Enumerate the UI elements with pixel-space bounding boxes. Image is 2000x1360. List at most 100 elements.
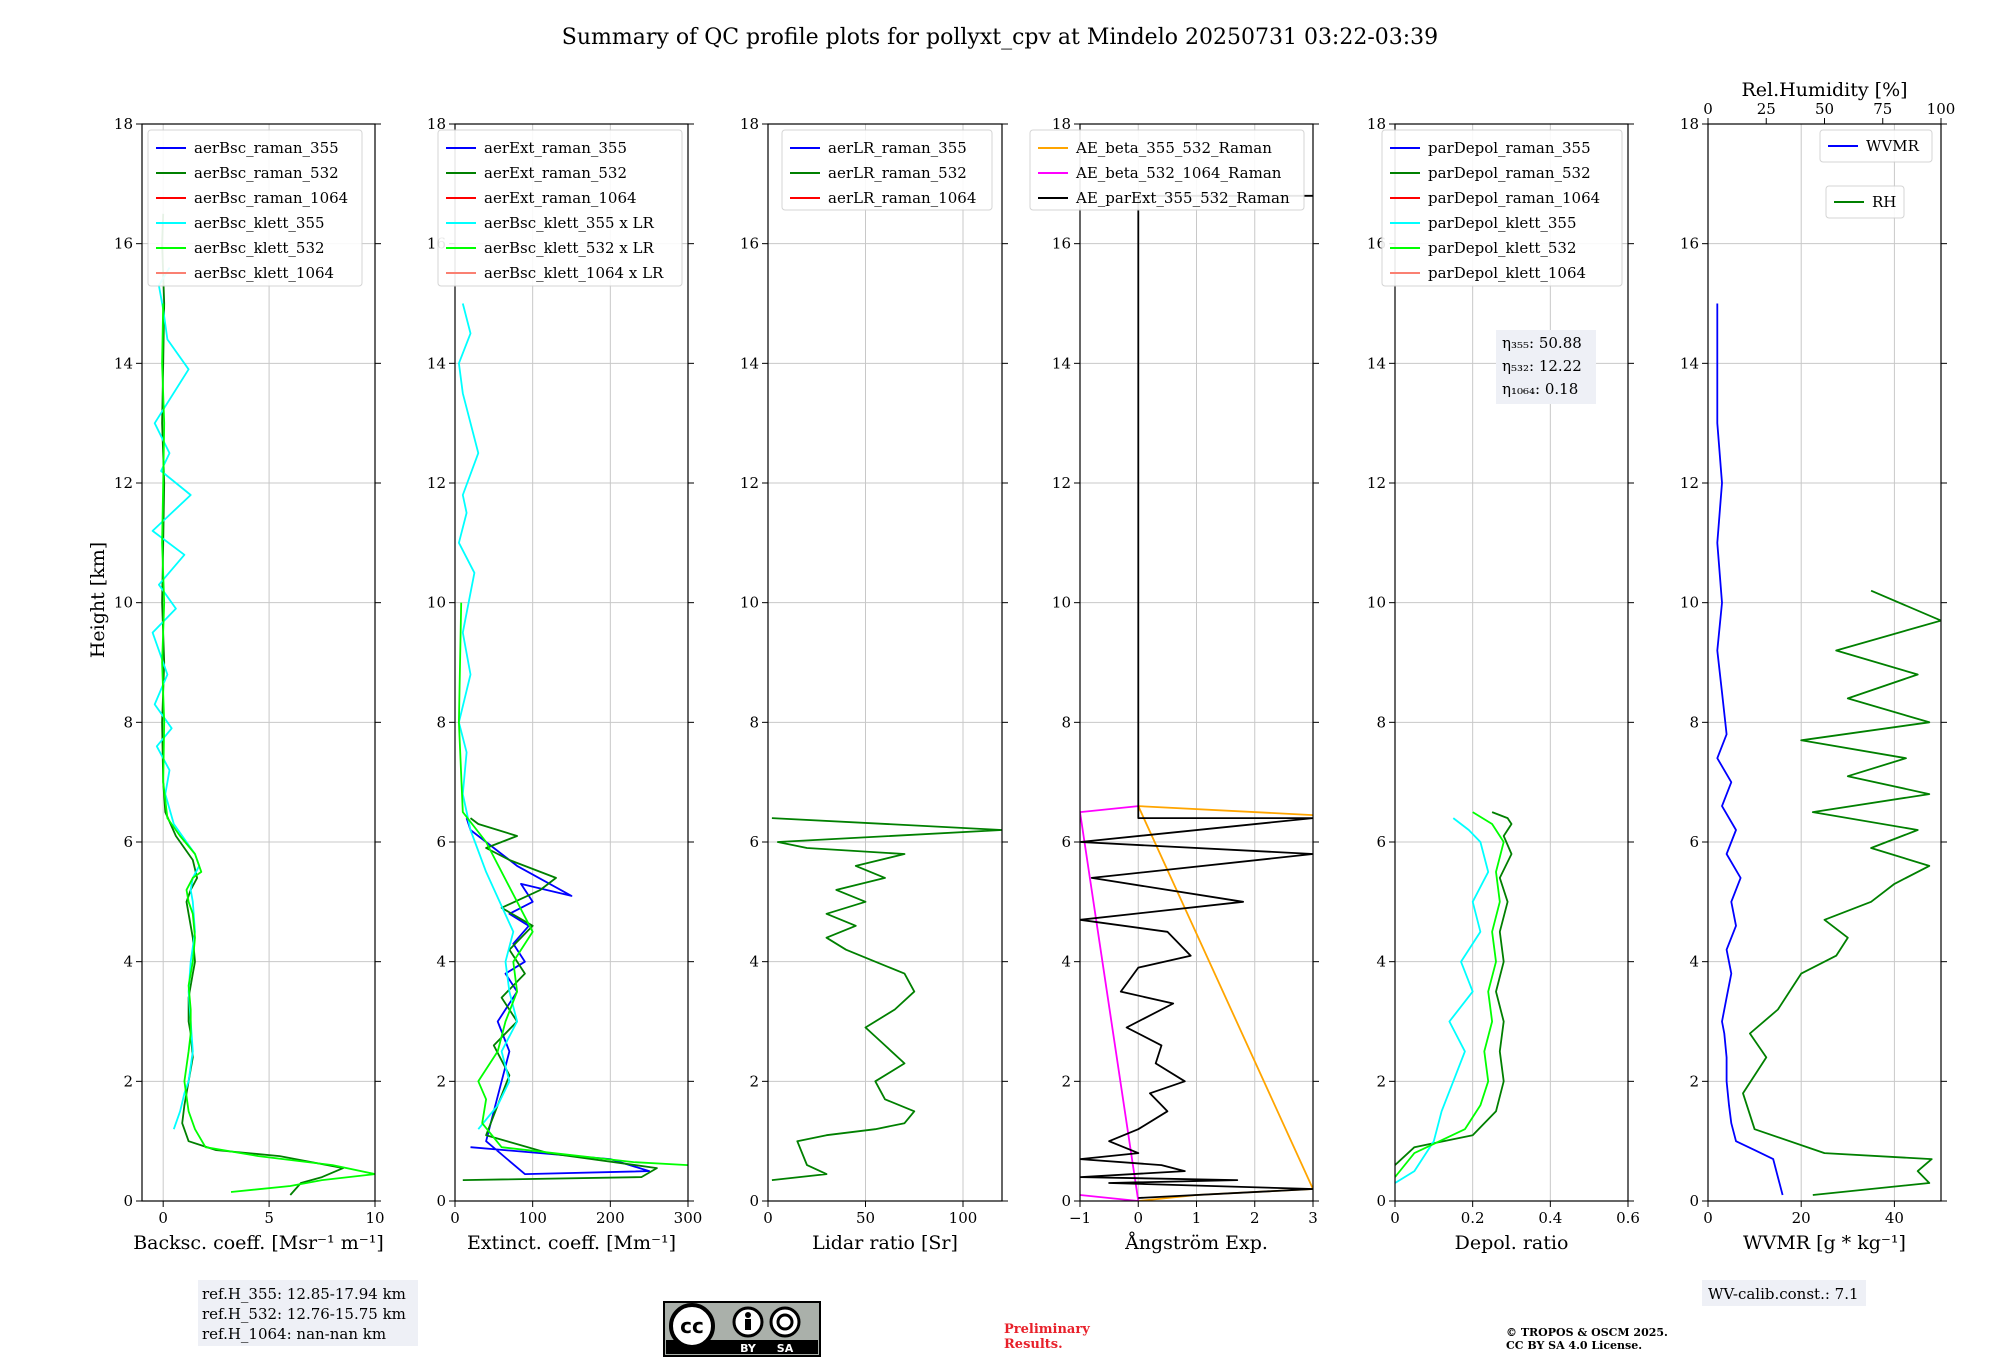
legend-entry: AE_beta_532_1064_Raman (1075, 164, 1282, 182)
x-axis-label: Backsc. coeff. [Msr⁻¹ m⁻¹] (133, 1232, 384, 1254)
y-tick-label: 14 (1680, 354, 1699, 372)
preliminary-line-1: Preliminary (1004, 1322, 1090, 1337)
y-tick-label: 0 (436, 1192, 446, 1210)
wv-calib-bg (1702, 1280, 1866, 1306)
x-tick-label: −1 (1069, 1209, 1091, 1227)
series-line-parDepol_klett_355 (1395, 817, 1490, 1184)
x2-tick-label: 25 (1757, 100, 1776, 118)
legend-entry: AE_beta_355_532_Raman (1075, 139, 1272, 157)
series-line-aerLR_raman_532 (771, 817, 1002, 1181)
y-tick-label: 6 (1376, 833, 1386, 851)
y-tick-label: 0 (123, 1192, 133, 1210)
y-tick-label: 8 (1689, 713, 1699, 731)
y-tick-label: 0 (1376, 1192, 1386, 1210)
series-line-RH (1742, 589, 1941, 1196)
y-tick-label: 10 (427, 594, 446, 612)
y-tick-label: 8 (436, 713, 446, 731)
legend-box (147, 129, 363, 287)
panel-5: 0 0.2 0.4 0.6 0 2 4 6 8 10 12 14 16 18 Depol. ratio par… (1367, 115, 1640, 1254)
y-tick-label: 12 (740, 474, 759, 492)
legend-entry: RH (1872, 193, 1896, 211)
y-tick-label: 8 (1376, 713, 1386, 731)
legend-box (1029, 129, 1305, 211)
legend: aerLR_raman_355 aerLR_raman_532 aerLR_rama… (781, 129, 993, 211)
y-tick-label: 12 (1052, 474, 1071, 492)
copyright-line-2: CC BY SA 4.0 License. (1506, 1339, 1642, 1352)
y-tick-label: 4 (749, 953, 759, 971)
legend-entry: parDepol_klett_532 (1428, 239, 1577, 257)
ref-h-1064: ref.H_1064: nan-nan km (202, 1325, 386, 1343)
y-tick-label: 4 (123, 953, 133, 971)
x-tick-label: 100 (518, 1209, 547, 1227)
legend: aerBsc_raman_355 aerBsc_raman_532 aerBsc_r… (147, 129, 363, 287)
x-tick-label: 100 (949, 1209, 978, 1227)
x2-tick-label: 50 (1815, 100, 1834, 118)
y-tick-label: 8 (123, 713, 133, 731)
cc-letters: cc (680, 1314, 704, 1338)
legend-entry: aerBsc_klett_1064 x LR (484, 264, 664, 282)
legend-entry: aerExt_raman_532 (484, 164, 627, 182)
x-tick-label: 0.6 (1616, 1209, 1640, 1227)
legend-entry: aerBsc_klett_355 (194, 214, 325, 232)
x-tick-label: 0.2 (1461, 1209, 1485, 1227)
legend-entry: parDepol_klett_1064 (1428, 264, 1586, 282)
y-tick-label: 6 (1689, 833, 1699, 851)
series-group (1080, 194, 1313, 1201)
y-tick-label: 10 (1367, 594, 1386, 612)
badge-by: BY (740, 1342, 757, 1355)
y-tick-label: 6 (436, 833, 446, 851)
x-tick-label: 1 (1192, 1209, 1202, 1227)
legend-entry: aerLR_raman_355 (828, 139, 967, 157)
x-tick-label: 0 (763, 1209, 773, 1227)
series-group (771, 817, 1002, 1181)
y-tick-label: 14 (114, 354, 133, 372)
y-tick-label: 14 (1367, 354, 1386, 372)
series-line-aerExt_raman_532 (462, 817, 658, 1181)
eta-annotation-bg (1496, 330, 1596, 404)
y-tick-label: 18 (740, 115, 759, 133)
series-line-AE_parExt_355_532_Raman (1080, 194, 1313, 1199)
x2-axis-label: Rel.Humidity [%] (1741, 79, 1907, 101)
y-tick-label: 2 (123, 1072, 133, 1090)
y-tick-label: 18 (1367, 115, 1386, 133)
x-tick-label: 10 (365, 1209, 384, 1227)
legend-box (1819, 129, 1933, 163)
x-tick-label: 40 (1885, 1209, 1904, 1227)
x2-tick-label: 0 (1703, 100, 1713, 118)
legend-entry: aerExt_raman_1064 (484, 189, 637, 207)
series-line-AE_beta_355_532_Raman (1137, 805, 1313, 1201)
x-tick-label: 50 (856, 1209, 875, 1227)
x-tick-label: 0 (1133, 1209, 1143, 1227)
x-axis-label: Extinct. coeff. [Mm⁻¹] (467, 1232, 676, 1254)
wv-calib-text: WV-calib.const.: 7.1 (1708, 1285, 1859, 1303)
series-group (1395, 811, 1513, 1184)
series-line-parDepol_klett_532 (1395, 811, 1505, 1178)
y-tick-label: 18 (1052, 115, 1071, 133)
x2-tick-label: 100 (1927, 100, 1956, 118)
eta-value: η₃₅₅: 50.88 (1502, 334, 1582, 352)
x-tick-label: 200 (596, 1209, 625, 1227)
legend-entry: aerExt_raman_355 (484, 139, 627, 157)
y-tick-label: 2 (749, 1072, 759, 1090)
badge-sa: SA (777, 1342, 794, 1355)
y-tick-label: 0 (1061, 1192, 1071, 1210)
y-tick-label: 4 (1689, 953, 1699, 971)
y-tick-label: 18 (427, 115, 446, 133)
y-tick-label: 12 (114, 474, 133, 492)
eta-value: η₅₃₂: 12.22 (1502, 357, 1582, 375)
panel-3: 0 50 100 0 2 4 6 8 10 12 14 16 18 Lidar ratio [Sr] aer… (740, 115, 1008, 1254)
cc-by-sa-badge-icon: cc BY SA (663, 1301, 821, 1357)
legend-entry: aerBsc_klett_1064 (194, 264, 334, 282)
legend-entry: parDepol_klett_355 (1428, 214, 1577, 232)
series-line-WVMR (1716, 303, 1784, 1196)
panel-1: 0 5 10 0 2 4 6 8 10 12 14 16 18 Backsc. coeff. [Msr⁻¹… (114, 115, 385, 1254)
legend: aerExt_raman_355 aerExt_raman_532 aerExt_r… (437, 129, 683, 287)
series-line-aerBsc_klett_532 (161, 303, 375, 1193)
y-tick-label: 10 (114, 594, 133, 612)
copyright-line-1: © TROPOS & OSCM 2025. (1506, 1326, 1668, 1339)
y-tick-label: 16 (1680, 235, 1699, 253)
